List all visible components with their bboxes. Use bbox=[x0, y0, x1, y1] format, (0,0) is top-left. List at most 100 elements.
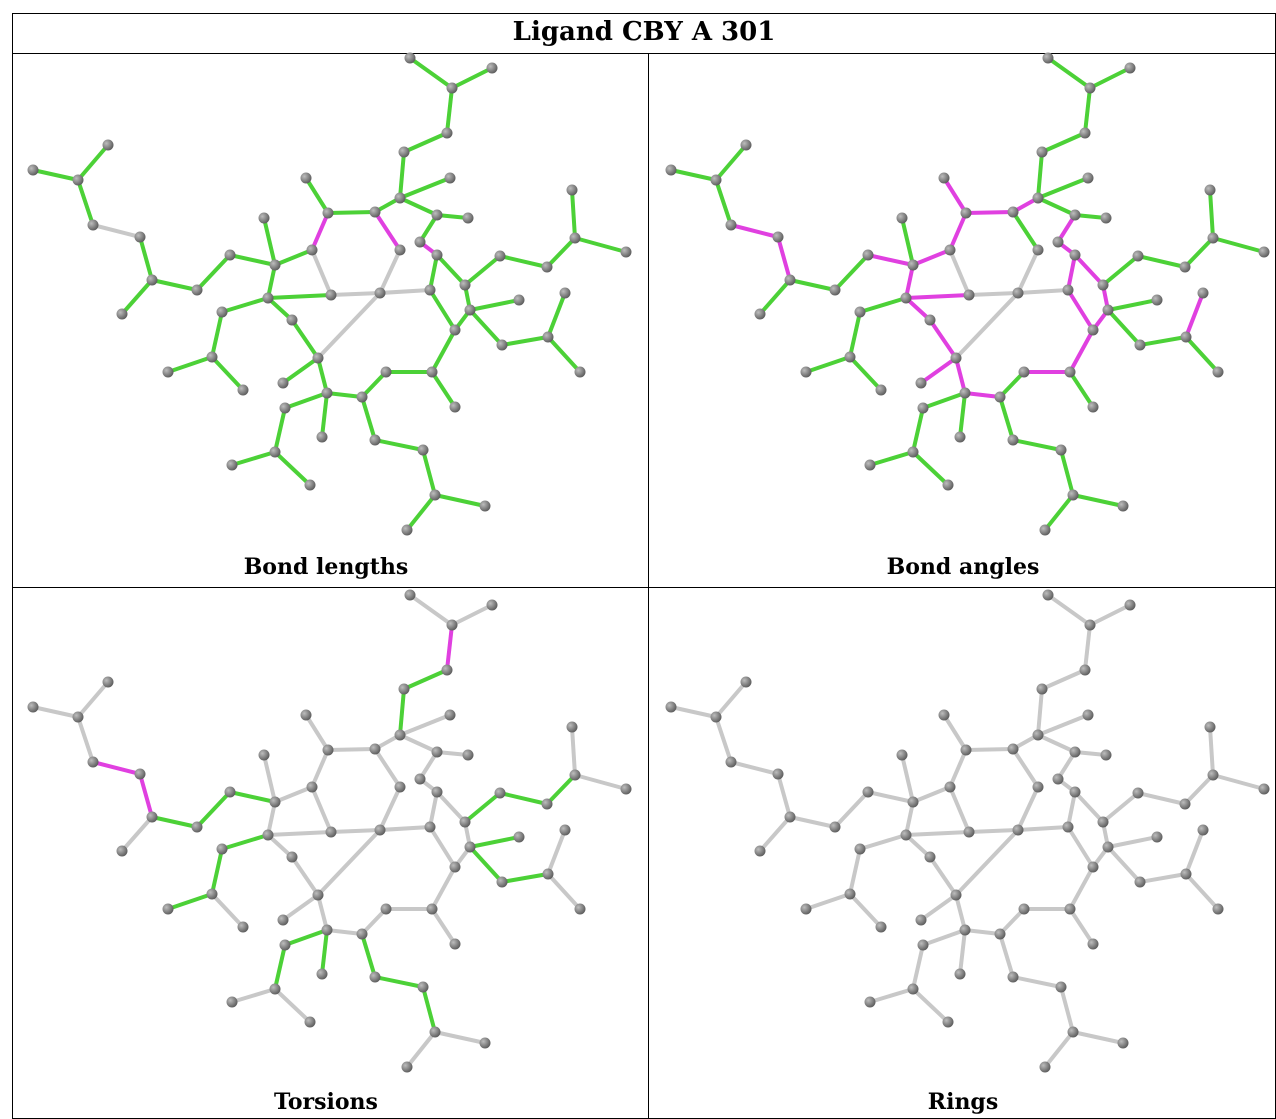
atom bbox=[1084, 619, 1096, 631]
bond bbox=[267, 830, 332, 837]
atom bbox=[829, 284, 841, 296]
atom bbox=[237, 921, 249, 933]
atom bbox=[1042, 52, 1054, 64]
atom bbox=[1069, 786, 1081, 798]
bond bbox=[1066, 791, 1077, 828]
bond bbox=[758, 815, 792, 853]
bond bbox=[942, 176, 968, 215]
atom bbox=[191, 821, 203, 833]
bond bbox=[374, 438, 424, 452]
bond bbox=[304, 176, 330, 215]
atom bbox=[1207, 232, 1219, 244]
atom bbox=[87, 219, 99, 231]
bond bbox=[904, 264, 915, 299]
bond bbox=[545, 236, 577, 269]
bond bbox=[1037, 196, 1076, 217]
bond bbox=[833, 253, 870, 292]
atom bbox=[1069, 746, 1081, 758]
atom bbox=[1067, 489, 1079, 501]
molecule bbox=[27, 589, 632, 1073]
bond bbox=[221, 296, 269, 314]
bond bbox=[167, 892, 213, 911]
atom bbox=[513, 831, 525, 843]
atom bbox=[496, 876, 508, 888]
atom bbox=[369, 434, 381, 446]
atom bbox=[844, 888, 856, 900]
bond bbox=[274, 785, 313, 804]
bond bbox=[273, 407, 287, 453]
bond bbox=[1208, 726, 1215, 776]
atom bbox=[417, 444, 429, 456]
atom bbox=[102, 676, 114, 688]
bond bbox=[965, 747, 1014, 752]
bond bbox=[316, 828, 382, 897]
bond bbox=[316, 894, 329, 931]
bond bbox=[262, 754, 277, 803]
atom bbox=[1087, 861, 1099, 873]
bond bbox=[942, 713, 968, 752]
atom bbox=[431, 249, 443, 261]
atom bbox=[1258, 246, 1270, 258]
atom bbox=[710, 174, 722, 186]
atom bbox=[279, 939, 291, 951]
bond bbox=[546, 292, 567, 338]
atom bbox=[1007, 206, 1019, 218]
atom bbox=[1042, 589, 1054, 601]
atom bbox=[942, 479, 954, 491]
atom bbox=[772, 768, 784, 780]
bond bbox=[445, 624, 454, 671]
atom bbox=[426, 903, 438, 915]
atom bbox=[462, 212, 474, 224]
bond bbox=[859, 833, 907, 851]
bond bbox=[546, 872, 582, 911]
bond bbox=[273, 987, 312, 1024]
atom bbox=[1087, 324, 1099, 336]
atom bbox=[862, 786, 874, 798]
bond bbox=[948, 749, 968, 788]
atom bbox=[896, 212, 908, 224]
bond bbox=[92, 760, 141, 776]
bond bbox=[428, 791, 439, 828]
atom bbox=[542, 331, 554, 343]
bond bbox=[469, 298, 520, 312]
atom bbox=[1062, 284, 1074, 296]
bond bbox=[848, 892, 883, 929]
atom bbox=[398, 683, 410, 695]
bond bbox=[1043, 493, 1075, 532]
bond bbox=[428, 288, 457, 332]
atom bbox=[486, 62, 498, 74]
bond bbox=[1068, 370, 1095, 409]
panel-caption: Bond angles bbox=[887, 554, 1040, 580]
atom bbox=[374, 287, 386, 299]
bond bbox=[284, 391, 328, 410]
bond bbox=[326, 391, 363, 399]
atom bbox=[569, 232, 581, 244]
atom bbox=[258, 749, 270, 761]
bond bbox=[468, 845, 504, 884]
bond bbox=[833, 790, 870, 829]
bond bbox=[805, 892, 851, 911]
atom bbox=[942, 1016, 954, 1028]
bond bbox=[398, 151, 406, 199]
atom bbox=[900, 292, 912, 304]
bond bbox=[964, 391, 1001, 399]
bond bbox=[574, 236, 627, 254]
atom bbox=[449, 324, 461, 336]
atom bbox=[134, 768, 146, 780]
atom bbox=[449, 861, 461, 873]
bond bbox=[167, 355, 213, 374]
atom bbox=[356, 391, 368, 403]
bond bbox=[919, 893, 958, 922]
bond bbox=[1083, 87, 1092, 134]
atom bbox=[424, 284, 436, 296]
atom bbox=[620, 246, 632, 258]
bond bbox=[1072, 493, 1124, 508]
atom bbox=[27, 164, 39, 176]
bond bbox=[1011, 747, 1040, 789]
atom bbox=[394, 729, 406, 741]
bond bbox=[428, 825, 457, 869]
atom bbox=[464, 304, 476, 316]
bond bbox=[1183, 236, 1215, 269]
bond bbox=[1012, 975, 1062, 989]
atom bbox=[116, 845, 128, 857]
